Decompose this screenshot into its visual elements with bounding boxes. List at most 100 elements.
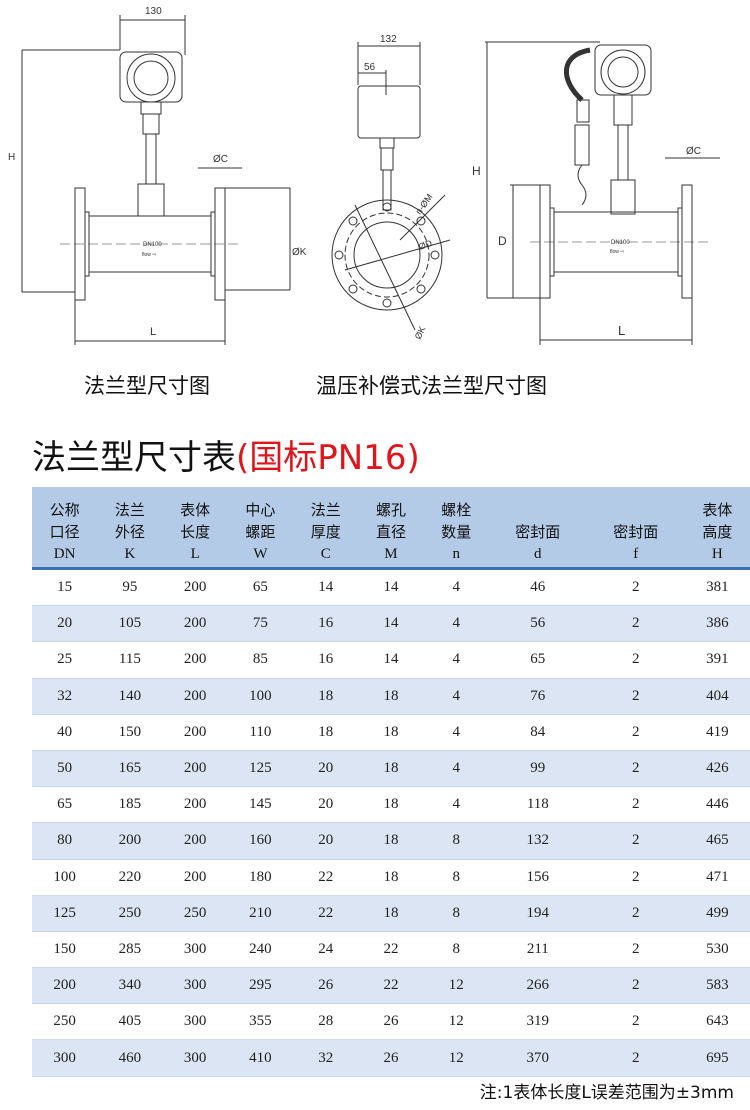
table-cell: 410 bbox=[227, 1039, 294, 1077]
table-cell: 2 bbox=[586, 1039, 685, 1077]
table-cell: 4 bbox=[423, 750, 489, 788]
table-cell: 150 bbox=[32, 931, 98, 969]
table-cell: 460 bbox=[97, 1039, 163, 1077]
table-cell: 65 bbox=[32, 786, 98, 824]
holes-label: n-ØM bbox=[413, 192, 434, 216]
table-cell: 285 bbox=[97, 931, 163, 969]
footnote: 注:1表体长度L误差范围为±3mm bbox=[479, 1083, 734, 1103]
dimension-drawings: 130 H DN100 flow ⇨ ØK ØC L 132 bbox=[8, 6, 720, 345]
table-cell: 125 bbox=[32, 895, 98, 932]
d-dim-label: ØD bbox=[417, 238, 434, 252]
table-cell: 200 bbox=[162, 859, 228, 896]
table-cell: 156 bbox=[488, 859, 587, 896]
table-cell: 200 bbox=[162, 714, 228, 751]
table-cell: 150 bbox=[97, 714, 163, 751]
table-cell: 40 bbox=[32, 714, 98, 751]
table-cell: 8 bbox=[423, 859, 489, 896]
table-cell: 18 bbox=[358, 895, 424, 932]
table-cell: 25 bbox=[32, 641, 98, 679]
table-title-standard: (国标PN16) bbox=[236, 438, 420, 478]
table-cell: 165 bbox=[97, 750, 163, 788]
table-row: 15 95 200 65 14 14 4 46 2 381 bbox=[32, 568, 750, 607]
column-header: 密封面 d bbox=[488, 487, 587, 570]
table-cell: 50 bbox=[32, 750, 98, 788]
table-cell: 370 bbox=[488, 1039, 587, 1077]
table-cell: 14 bbox=[358, 568, 424, 607]
column-header: 表体 高度 H bbox=[684, 487, 750, 570]
header-line2: 密封面 bbox=[613, 523, 659, 541]
table-row: 125 250 250 210 22 18 8 194 2 499 bbox=[32, 895, 750, 932]
table-cell: 2 bbox=[586, 750, 685, 788]
table-cell: 118 bbox=[488, 786, 587, 824]
table-cell: 381 bbox=[684, 568, 750, 607]
table-cell: 200 bbox=[162, 568, 228, 607]
header-line2: 长度 bbox=[180, 523, 211, 541]
table-cell: 18 bbox=[358, 786, 424, 824]
table-cell: 14 bbox=[293, 568, 359, 607]
table-cell: 300 bbox=[162, 931, 228, 969]
header-line2: 直径 bbox=[375, 523, 406, 541]
header-line1: 中心 bbox=[245, 501, 276, 519]
header-line1: 公称 bbox=[49, 501, 80, 519]
header-symbol: n bbox=[452, 546, 460, 562]
table-row: 150 285 300 240 24 22 8 211 2 530 bbox=[32, 931, 750, 969]
table-cell: 180 bbox=[227, 859, 294, 896]
table-cell: 22 bbox=[358, 967, 424, 1005]
table-cell: 20 bbox=[293, 750, 359, 788]
table-cell: 65 bbox=[227, 568, 294, 607]
table-cell: 65 bbox=[488, 641, 587, 679]
l-dim-label: L bbox=[618, 323, 625, 338]
table-cell: 14 bbox=[358, 641, 424, 679]
offset-dim-label: 56 bbox=[364, 62, 376, 73]
height-dim-label: H bbox=[472, 164, 481, 178]
nameplate-label: DN100 bbox=[143, 242, 162, 248]
height-dim-label: H bbox=[8, 152, 15, 163]
header-line1: 法兰 bbox=[114, 501, 145, 519]
table-cell: 300 bbox=[162, 967, 228, 1005]
table-cell: 319 bbox=[488, 1003, 587, 1041]
header-line2: 口径 bbox=[49, 523, 80, 541]
table-cell: 2 bbox=[586, 822, 685, 860]
table-cell: 26 bbox=[293, 967, 359, 1005]
compensated-drawing-caption: 温压补偿式法兰型尺寸图 bbox=[316, 374, 547, 398]
table-cell: 200 bbox=[162, 822, 228, 860]
dimension-table: 公称 口径 DN 法兰 外径 K 表体 长度 L 中心 螺距 W 法兰 厚度 C 螺孔 直径 M 螺栓 数量 n 密封面 d… bbox=[32, 487, 750, 1077]
table-cell: 4 bbox=[423, 605, 489, 643]
table-cell: 185 bbox=[97, 786, 163, 824]
table-cell: 499 bbox=[684, 895, 750, 932]
table-cell: 250 bbox=[162, 895, 228, 932]
table-cell: 145 bbox=[227, 786, 294, 824]
table-row: 40 150 200 110 18 18 4 84 2 419 bbox=[32, 714, 750, 751]
table-cell: 200 bbox=[97, 822, 163, 860]
table-cell: 80 bbox=[32, 822, 98, 860]
table-row: 32 140 200 100 18 18 4 76 2 404 bbox=[32, 678, 750, 715]
table-cell: 95 bbox=[97, 568, 163, 607]
table-cell: 125 bbox=[227, 750, 294, 788]
table-cell: 99 bbox=[488, 750, 587, 788]
header-symbol: DN bbox=[53, 546, 76, 562]
table-cell: 18 bbox=[358, 822, 424, 860]
table-cell: 16 bbox=[293, 605, 359, 643]
table-cell: 340 bbox=[97, 967, 163, 1005]
header-line1: 螺栓 bbox=[441, 501, 472, 519]
flow-label: flow ⇨ bbox=[610, 249, 624, 255]
header-line2: 数量 bbox=[441, 523, 472, 541]
table-cell: 100 bbox=[32, 859, 98, 896]
table-header-row: 公称 口径 DN 法兰 外径 K 表体 长度 L 中心 螺距 W 法兰 厚度 C 螺孔 直径 M 螺栓 数量 n 密封面 d… bbox=[32, 487, 750, 570]
table-cell: 266 bbox=[488, 967, 587, 1005]
table-cell: 210 bbox=[227, 895, 294, 932]
table-cell: 2 bbox=[586, 967, 685, 1005]
table-cell: 20 bbox=[293, 786, 359, 824]
header-line2: 外径 bbox=[114, 523, 145, 541]
table-row: 80 200 200 160 20 18 8 132 2 465 bbox=[32, 822, 750, 860]
column-header: 法兰 外径 K bbox=[97, 487, 163, 570]
table-cell: 100 bbox=[227, 678, 294, 715]
table-cell: 295 bbox=[227, 967, 294, 1005]
table-cell: 12 bbox=[423, 967, 489, 1005]
table-cell: 14 bbox=[358, 605, 424, 643]
table-cell: 75 bbox=[227, 605, 294, 643]
table-cell: 8 bbox=[423, 895, 489, 932]
table-cell: 2 bbox=[586, 895, 685, 932]
column-header: 表体 长度 L bbox=[162, 487, 228, 570]
table-cell: 8 bbox=[423, 822, 489, 860]
